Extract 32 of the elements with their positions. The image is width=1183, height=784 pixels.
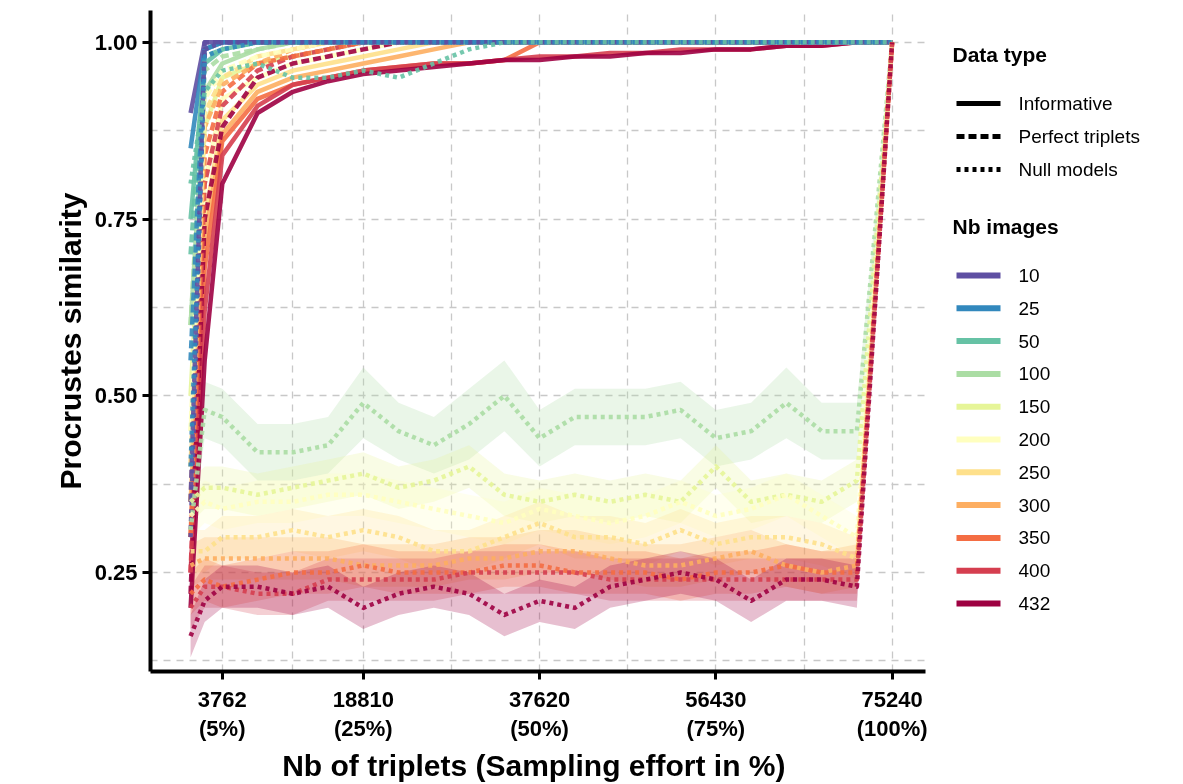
text: Perfect triplets bbox=[1018, 126, 1140, 147]
legend-label: 300 bbox=[1018, 494, 1051, 516]
x-tick-label: 37620 bbox=[509, 686, 571, 712]
x-tick-label: 18810 bbox=[332, 686, 394, 712]
x-tick-label: 56430 bbox=[685, 686, 747, 712]
x2-tick-label: (75%) bbox=[686, 715, 746, 741]
text: Nb images bbox=[952, 215, 1059, 238]
legend-label: 432 bbox=[1018, 593, 1051, 614]
text: Null models bbox=[1018, 159, 1118, 180]
legend-label: 100 bbox=[1018, 363, 1051, 385]
x2-tick-label: (5%) bbox=[199, 715, 246, 741]
legend-label: 10 bbox=[1018, 265, 1040, 286]
legend-label: 25 bbox=[1018, 297, 1040, 319]
legend-label: 50 bbox=[1018, 330, 1040, 352]
legend-label: 200 bbox=[1018, 429, 1051, 450]
y-tick-label: 0.50 bbox=[94, 383, 138, 409]
y-tick-label: 0.25 bbox=[94, 560, 138, 586]
x2-tick-label: (50%) bbox=[510, 715, 569, 741]
x-axis-title: Nb of triplets (Sampling effort in %) bbox=[282, 748, 786, 782]
x2-tick-label: (25%) bbox=[333, 715, 393, 741]
y-tick-label: 0.75 bbox=[94, 206, 138, 232]
text: Informative bbox=[1018, 93, 1113, 114]
x2-tick-label: (100%) bbox=[856, 715, 928, 741]
text: Data type bbox=[952, 43, 1048, 66]
x-tick-label: 75240 bbox=[861, 686, 923, 712]
legend-label: 150 bbox=[1018, 396, 1051, 418]
legend-label: 250 bbox=[1018, 461, 1051, 483]
legend-label: 400 bbox=[1018, 560, 1051, 582]
x-tick-label: 3762 bbox=[197, 686, 247, 712]
y-axis-title: Procrustes similarity bbox=[53, 192, 87, 490]
y-tick-label: 1.00 bbox=[94, 29, 138, 55]
legend-label: 350 bbox=[1018, 527, 1051, 549]
